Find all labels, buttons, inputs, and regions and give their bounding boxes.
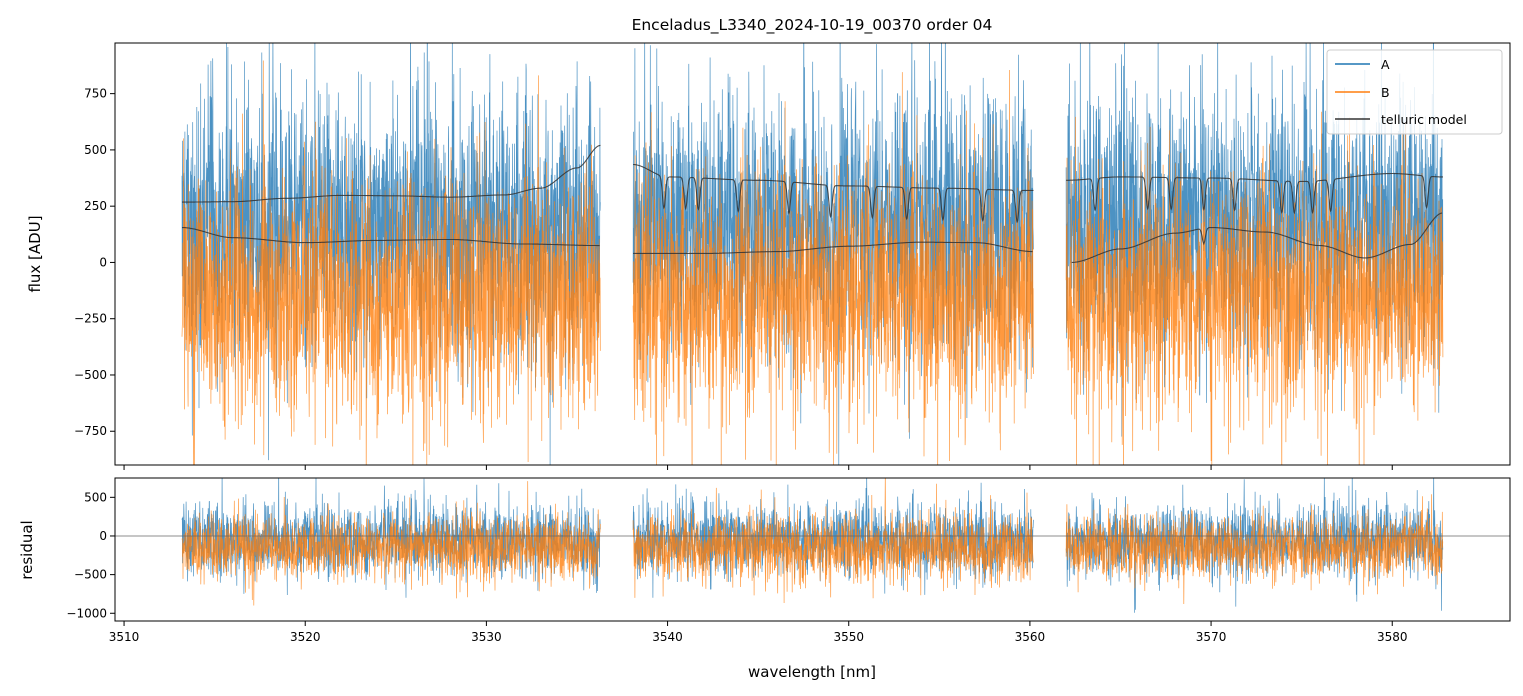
x-tick-label: 3520 — [290, 630, 321, 644]
main-y-tick-label: −500 — [74, 368, 107, 382]
residual-b-segment-2 — [632, 478, 1034, 604]
x-ticks: 3510 3520 3530 3540 3550 3560 3570 3580 — [109, 465, 1408, 644]
main-axes-frame — [114, 42, 1511, 466]
residual-b-segment-1 — [181, 481, 601, 606]
main-y-tick-label: −750 — [74, 424, 107, 438]
residual-y-tick-label: 0 — [99, 529, 107, 543]
legend-box — [1326, 49, 1503, 135]
residual-y-tick-label: 500 — [84, 490, 107, 504]
residual-y-tick-label: −1000 — [66, 606, 107, 620]
series-b-segment-3 — [1065, 111, 1444, 465]
x-tick-label: 3580 — [1377, 630, 1408, 644]
chart-title: Enceladus_L3340_2024-10-19_00370 order 0… — [632, 16, 993, 35]
telluric-model-upper-3 — [1066, 172, 1443, 215]
series-b-segment-2 — [632, 69, 1034, 465]
main-y-tick-label: 750 — [84, 87, 107, 101]
main-y-tick-label: 0 — [99, 255, 107, 269]
x-tick-label: 3510 — [109, 630, 140, 644]
telluric-model-lower-3 — [1071, 212, 1443, 263]
residual-axes-frame — [114, 477, 1511, 622]
telluric-model-lower-1 — [182, 227, 600, 247]
residual-y-tick-label: −500 — [74, 568, 107, 582]
main-y-tick-label: 250 — [84, 199, 107, 213]
main-y-ticks: −750 −500 −250 0 250 500 750 — [74, 87, 115, 438]
residual-y-ticks: −1000 −500 0 500 — [66, 490, 115, 620]
series-b-segment-1 — [181, 60, 601, 465]
x-tick-label: 3550 — [833, 630, 864, 644]
x-tick-label: 3540 — [652, 630, 683, 644]
residual-plot-area — [115, 478, 1510, 613]
main-plot-area — [181, 43, 1444, 465]
telluric-model-upper-1 — [182, 144, 601, 203]
main-y-tick-label: 500 — [84, 143, 107, 157]
legend-label-telluric: telluric model — [1381, 112, 1467, 127]
telluric-model-upper-2 — [633, 163, 1034, 224]
x-tick-label: 3560 — [1015, 630, 1046, 644]
x-tick-label: 3530 — [471, 630, 502, 644]
main-y-axis-label: flux [ADU] — [26, 215, 44, 292]
x-axis-label: wavelength [nm] — [748, 663, 876, 681]
telluric-model-lower-2 — [633, 241, 1033, 254]
legend-label-b: B — [1381, 85, 1390, 100]
series-a-segment-2 — [632, 43, 1034, 465]
residual-b-segment-3 — [1065, 494, 1444, 605]
legend-label-a: A — [1381, 57, 1390, 72]
main-y-tick-label: −250 — [74, 312, 107, 326]
residual-y-axis-label: residual — [18, 520, 36, 579]
x-tick-label: 3570 — [1196, 630, 1227, 644]
legend: A B telluric model — [1326, 49, 1503, 135]
